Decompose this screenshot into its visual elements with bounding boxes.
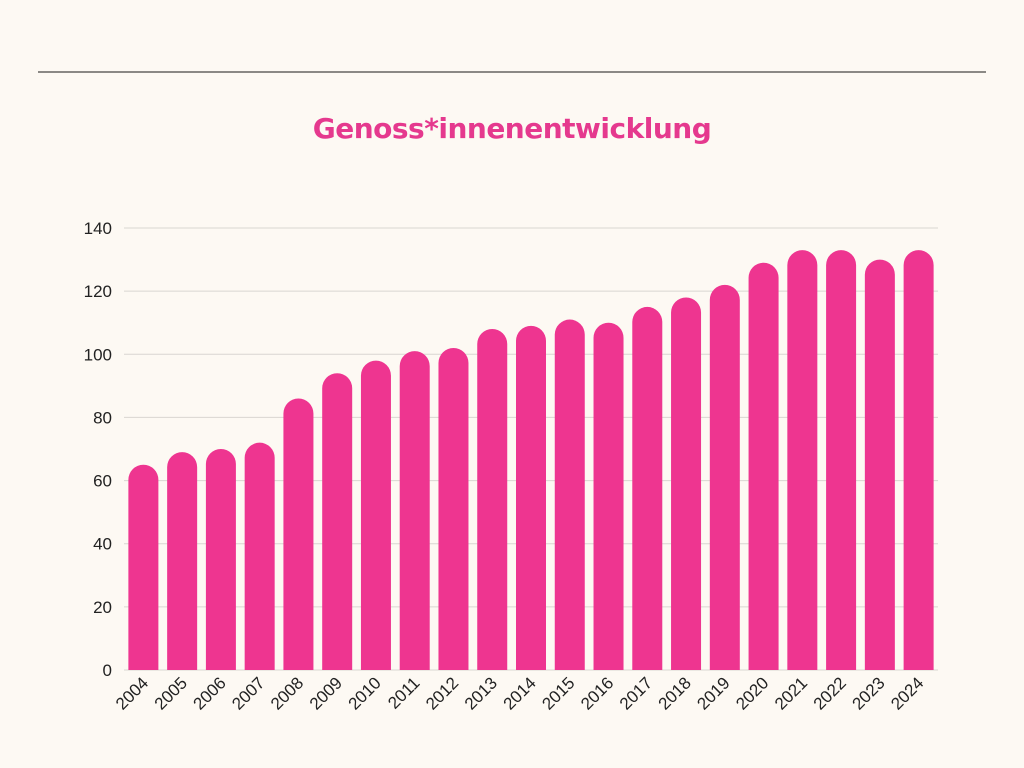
x-tick-label: 2006 [190,673,230,713]
bar-2023 [864,259,895,670]
x-tick-label: 2018 [655,673,695,713]
y-tick-label: 40 [93,535,112,554]
bar-2005 [167,452,198,670]
x-tick-label: 2010 [345,673,385,713]
bar-2014 [516,325,546,670]
bar-2012 [438,347,469,670]
bar-2011 [399,351,430,670]
x-tick-label: 2020 [732,673,772,713]
x-tick-label: 2015 [538,673,578,713]
x-tick-label: 2021 [771,673,811,713]
bar-2021 [787,250,818,670]
y-tick-label: 80 [93,408,112,427]
y-tick-label: 60 [93,472,112,491]
bar-2009 [322,373,353,670]
y-axis-ticks: 0 20 40 60 80 100 120 140 [84,219,112,680]
x-tick-label: 2007 [228,673,268,713]
x-tick-label: 2005 [151,673,191,713]
bar-2008 [283,398,314,670]
y-tick-label: 20 [93,598,112,617]
y-tick-label: 0 [103,661,112,680]
y-tick-label: 120 [84,282,112,301]
x-tick-label: 2009 [306,673,346,713]
x-tick-label: 2014 [500,673,540,713]
y-tick-label: 140 [84,219,112,238]
x-tick-label: 2008 [267,673,307,713]
x-tick-label: 2024 [887,673,927,713]
bar-2013 [477,329,508,670]
bar-2015 [554,319,585,670]
y-tick-label: 100 [84,345,112,364]
bar-2017 [632,306,663,670]
x-tick-label: 2013 [461,673,501,713]
x-tick-label: 2016 [577,673,617,713]
bar-2019 [709,284,740,670]
bar-2004 [128,464,159,670]
x-tick-label: 2023 [849,673,889,713]
top-divider [38,71,986,73]
x-tick-label: 2011 [384,673,423,712]
x-tick-label: 2022 [810,673,850,713]
bar-2006 [205,449,236,670]
x-tick-label: 2019 [693,673,733,713]
bar-2020 [748,262,779,670]
bar-2016 [593,322,624,670]
x-tick-label: 2017 [616,673,656,713]
x-tick-label: 2012 [422,673,462,713]
bars [128,250,934,670]
bar-2022 [826,250,857,670]
bar-2010 [360,360,391,670]
chart-title: Genoss*innenentwicklung [312,112,712,145]
bar-2007 [244,442,275,670]
bar-2024 [903,250,934,670]
bar-2018 [671,297,702,670]
x-tick-label: 2004 [112,673,152,713]
